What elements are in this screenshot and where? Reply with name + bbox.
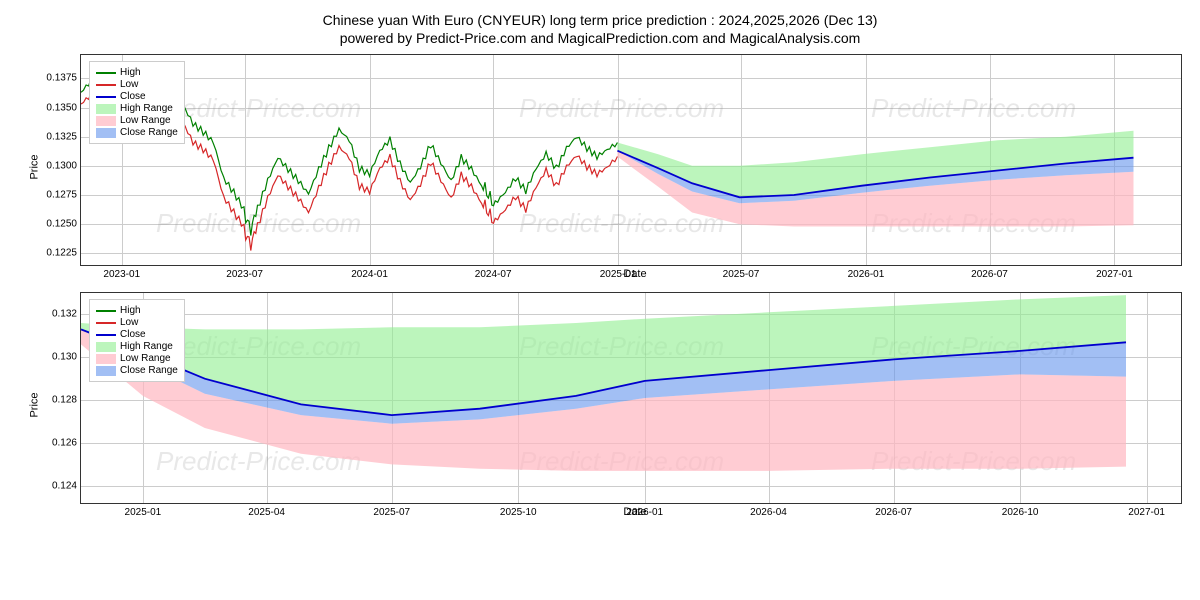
legend-label: Close Range (120, 365, 178, 376)
xtick-label: 2025-01 (125, 507, 162, 518)
legend-label: Close Range (120, 127, 178, 138)
ytick-label: 0.1350 (46, 102, 77, 113)
legend-label: High (120, 67, 141, 78)
ytick-label: 0.1250 (46, 219, 77, 230)
legend-label: Low (120, 317, 138, 328)
legend-swatch (96, 84, 116, 86)
legend-item: Low (96, 79, 178, 90)
ylabel-bottom: Price (29, 392, 41, 417)
xtick-label: 2026-01 (848, 269, 885, 280)
legend-item: Low (96, 317, 178, 328)
xtick-label: 2024-07 (475, 269, 512, 280)
legend-label: Close (120, 329, 146, 340)
ytick-label: 0.126 (52, 438, 77, 449)
legend-swatch (96, 72, 116, 74)
xtick-label: 2026-10 (1002, 507, 1039, 518)
xtick-label: 2023-01 (103, 269, 140, 280)
plot-area-top: 0.12250.12500.12750.13000.13250.13500.13… (80, 54, 1182, 266)
legend-swatch (96, 104, 116, 114)
legend-label: Close (120, 91, 146, 102)
legend-swatch (96, 116, 116, 126)
ytick-label: 0.1300 (46, 160, 77, 171)
chart-bottom: Price 0.1240.1260.1280.1300.1322025-0120… (10, 292, 1190, 518)
legend-swatch (96, 128, 116, 138)
legend-item: High (96, 67, 178, 78)
legend-swatch (96, 96, 116, 98)
legend-swatch (96, 354, 116, 364)
legend-swatch (96, 334, 116, 336)
legend-item: Close (96, 329, 178, 340)
chart-svg (81, 55, 1181, 265)
legend-label: Low Range (120, 115, 171, 126)
legend: HighLowCloseHigh RangeLow RangeClose Ran… (89, 61, 185, 144)
legend-item: Low Range (96, 353, 178, 364)
xtick-label: 2025-10 (500, 507, 537, 518)
ytick-label: 0.1325 (46, 131, 77, 142)
ytick-label: 0.128 (52, 395, 77, 406)
ytick-label: 0.132 (52, 309, 77, 320)
legend-swatch (96, 310, 116, 312)
legend-item: High Range (96, 341, 178, 352)
legend-label: High (120, 305, 141, 316)
legend-swatch (96, 322, 116, 324)
xtick-label: 2024-01 (351, 269, 388, 280)
xtick-label: 2026-04 (750, 507, 787, 518)
xtick-label: 2025-04 (248, 507, 285, 518)
ytick-label: 0.124 (52, 480, 77, 491)
ytick-label: 0.1225 (46, 248, 77, 259)
ytick-label: 0.1275 (46, 190, 77, 201)
legend-label: Low Range (120, 353, 171, 364)
xtick-label: 2025-07 (723, 269, 760, 280)
ytick-label: 0.130 (52, 352, 77, 363)
xtick-label: 2023-07 (226, 269, 263, 280)
xtick-label: 2025-07 (373, 507, 410, 518)
legend-swatch (96, 342, 116, 352)
legend: HighLowCloseHigh RangeLow RangeClose Ran… (89, 299, 185, 382)
ylabel-top: Price (29, 154, 41, 179)
legend-item: High Range (96, 103, 178, 114)
chart-top: Price 0.12250.12500.12750.13000.13250.13… (10, 54, 1190, 280)
xtick-label: 2026-07 (875, 507, 912, 518)
xtick-label: 2026-07 (971, 269, 1008, 280)
xtick-label: 2027-01 (1128, 507, 1165, 518)
legend-item: Close Range (96, 365, 178, 376)
legend-swatch (96, 366, 116, 376)
chart-subtitle: powered by Predict-Price.com and Magical… (10, 30, 1190, 46)
legend-label: High Range (120, 103, 173, 114)
legend-item: Low Range (96, 115, 178, 126)
xtick-label: 2027-01 (1096, 269, 1133, 280)
xtick-label: 2026-01 (626, 507, 663, 518)
ytick-label: 0.1375 (46, 73, 77, 84)
plot-area-bottom: 0.1240.1260.1280.1300.1322025-012025-042… (80, 292, 1182, 504)
legend-item: Close Range (96, 127, 178, 138)
legend-item: Close (96, 91, 178, 102)
xtick-label: 2025-01 (600, 269, 637, 280)
legend-label: Low (120, 79, 138, 90)
legend-label: High Range (120, 341, 173, 352)
chart-svg (81, 293, 1181, 503)
legend-item: High (96, 305, 178, 316)
chart-title: Chinese yuan With Euro (CNYEUR) long ter… (10, 12, 1190, 28)
